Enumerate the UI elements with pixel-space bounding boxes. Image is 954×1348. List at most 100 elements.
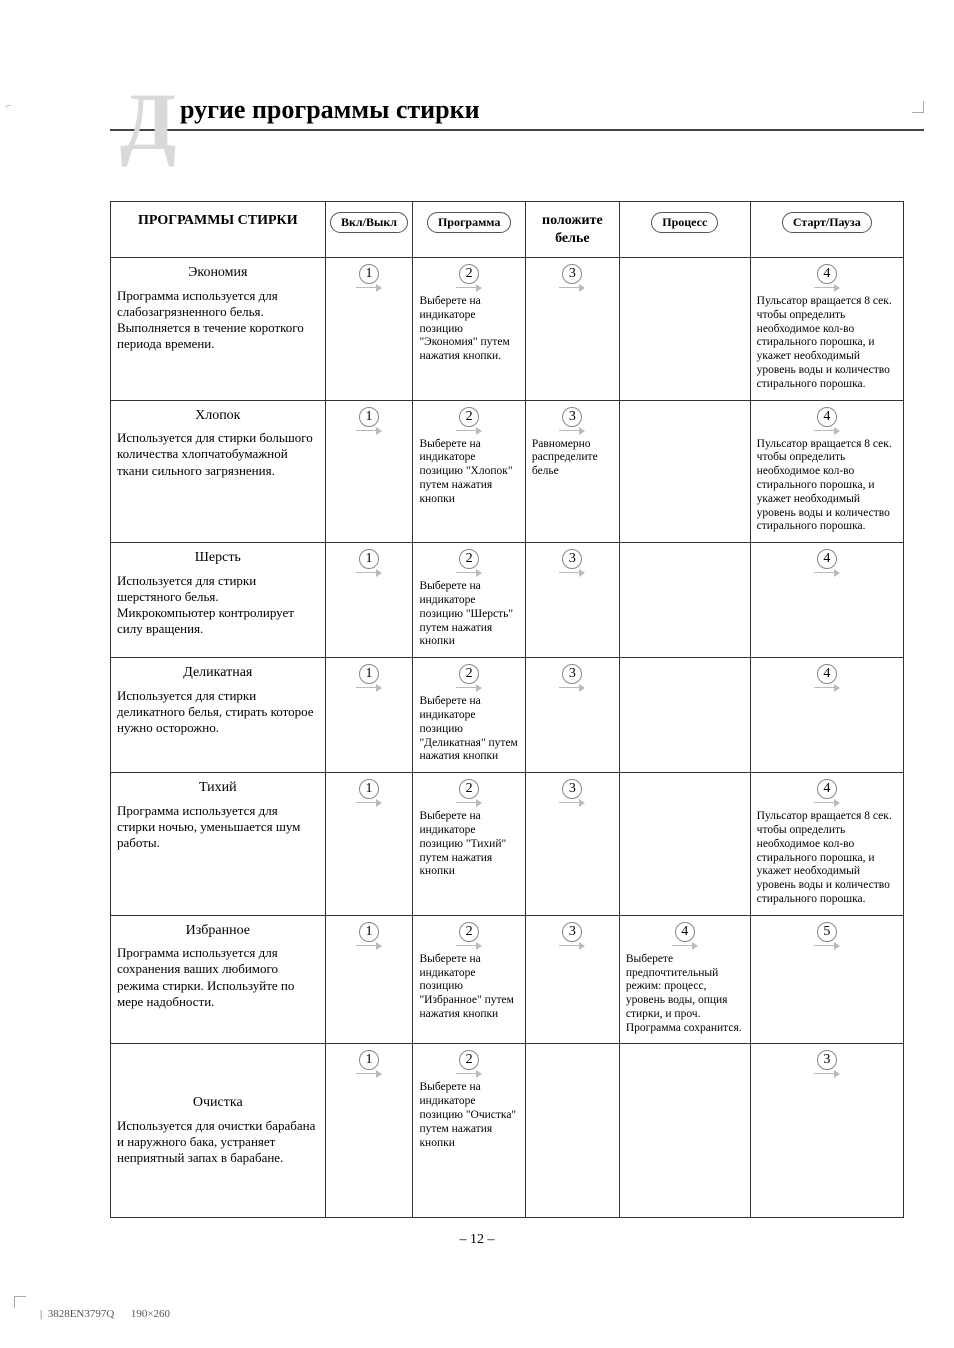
row-wool: Шерсть Используется для стирки шерстяног… xyxy=(111,543,904,658)
crop-mark-top-left: ⌐ xyxy=(6,101,12,112)
cell-favorite-1: 1 xyxy=(325,915,413,1044)
cell-clean-1: 1 xyxy=(325,1044,413,1217)
step-3: 3 xyxy=(532,549,613,576)
step-number: 1 xyxy=(359,664,379,684)
arrow-icon xyxy=(814,285,840,291)
row-cotton: Хлопок Используется для стирки большого … xyxy=(111,400,904,543)
pill-start: Старт/Пауза xyxy=(782,212,872,233)
programs-table-wrap: ПРОГРАММЫ СТИРКИ Вкл/Выкл Программа поло… xyxy=(110,201,904,1218)
step-number: 3 xyxy=(817,1050,837,1070)
step-number: 1 xyxy=(359,407,379,427)
step-number: 3 xyxy=(562,779,582,799)
step-text: Пульсатор вращается 8 сек. чтобы определ… xyxy=(757,295,897,392)
cell-favorite-5: 5 xyxy=(750,915,903,1044)
program-desc: Используется для стирки деликатного бель… xyxy=(117,688,319,737)
doc-code: 3828EN3797Q xyxy=(48,1308,115,1320)
arrow-icon xyxy=(559,685,585,691)
page-number: – 12 – xyxy=(0,1232,954,1248)
step-3: 3 xyxy=(532,664,613,691)
page-title: ругие программы стирки xyxy=(110,95,480,124)
step-1: 1 xyxy=(332,779,407,806)
arrow-icon xyxy=(456,1071,482,1077)
program-title: Тихий xyxy=(117,779,319,797)
step-4: 4 xyxy=(757,664,897,691)
arrow-icon xyxy=(356,285,382,291)
step-number: 2 xyxy=(459,1050,479,1070)
cell-quiet-5: 4 Пульсатор вращается 8 сек. чтобы опред… xyxy=(750,773,903,916)
step-2: 2 xyxy=(419,264,518,291)
arrow-icon xyxy=(356,428,382,434)
arrow-icon xyxy=(456,800,482,806)
program-desc: Используется для стирки большого количес… xyxy=(117,430,319,479)
program-title: Шерсть xyxy=(117,549,319,567)
step-number: 3 xyxy=(562,549,582,569)
step-number: 2 xyxy=(459,549,479,569)
arrow-icon xyxy=(559,285,585,291)
program-title: Избранное xyxy=(117,922,319,940)
arrow-icon xyxy=(456,685,482,691)
program-desc: Программа используется для стирки ночью,… xyxy=(117,803,319,852)
cell-economy-1: 1 xyxy=(325,258,413,401)
doc-size: 190×260 xyxy=(131,1308,170,1320)
cell-delicate-1: 1 xyxy=(325,658,413,773)
step-5: 5 xyxy=(757,922,897,949)
step-number: 4 xyxy=(675,922,695,942)
cell-favorite-4: 4 Выберете предпочтительный режим: проце… xyxy=(619,915,750,1044)
cell-quiet-4 xyxy=(619,773,750,916)
step-number: 1 xyxy=(359,264,379,284)
arrow-icon xyxy=(456,428,482,434)
arrow-icon xyxy=(814,1071,840,1077)
footer: | 3828EN3797Q 190×260 xyxy=(40,1308,934,1338)
step-1: 1 xyxy=(332,407,407,434)
step-number: 3 xyxy=(562,264,582,284)
step-2: 2 xyxy=(419,664,518,691)
col-process: Процесс xyxy=(619,202,750,258)
step-1: 1 xyxy=(332,549,407,576)
program-desc: Используется для очистки барабана и нару… xyxy=(117,1118,319,1167)
step-2: 2 xyxy=(419,1050,518,1077)
cell-wool-5: 4 xyxy=(750,543,903,658)
cell-clean-info: Очистка Используется для очистки барабан… xyxy=(111,1044,326,1217)
step-1: 1 xyxy=(332,264,407,291)
col-onoff: Вкл/Выкл xyxy=(325,202,413,258)
page: ⌐ Д ругие программы стирки ПРОГРАММЫ СТИ… xyxy=(0,95,954,1338)
col-program: Программа xyxy=(413,202,525,258)
step-3: 3 xyxy=(532,922,613,949)
cell-delicate-3: 3 xyxy=(525,658,619,773)
step-4: 4 xyxy=(757,549,897,576)
footer-left: | 3828EN3797Q 190×260 xyxy=(40,1308,170,1320)
step-4: 4 xyxy=(757,779,897,806)
program-title: Очистка xyxy=(117,1094,319,1112)
cell-clean-2: 2 Выберете на индикаторе позицию "Очистк… xyxy=(413,1044,525,1217)
cell-economy-4 xyxy=(619,258,750,401)
step-text: Выберете на индикаторе позицию "Шерсть" … xyxy=(419,580,518,649)
step-text: Равномерно распределите белье xyxy=(532,438,613,479)
step-number: 2 xyxy=(459,922,479,942)
program-desc: Программа используется для слабозагрязне… xyxy=(117,288,319,353)
arrow-icon xyxy=(559,943,585,949)
step-text: Выберете на индикаторе позицию "Очистка"… xyxy=(419,1081,518,1150)
step-1: 1 xyxy=(332,664,407,691)
arrow-icon xyxy=(356,943,382,949)
program-desc: Программа используется для сохранения ва… xyxy=(117,945,319,1010)
cell-favorite-3: 3 xyxy=(525,915,619,1044)
step-number: 2 xyxy=(459,664,479,684)
program-desc: Используется для стирки шерстяного белья… xyxy=(117,573,319,638)
step-text: Выберете на индикаторе позицию "Избранно… xyxy=(419,953,518,1022)
cell-cotton-4 xyxy=(619,400,750,543)
step-text: Пульсатор вращается 8 сек. чтобы определ… xyxy=(757,810,897,907)
cell-delicate-2: 2 Выберете на индикаторе позицию "Делика… xyxy=(413,658,525,773)
step-number: 4 xyxy=(817,549,837,569)
step-text: Выберете на индикаторе позицию "Деликатн… xyxy=(419,695,518,764)
step-number: 4 xyxy=(817,779,837,799)
arrow-icon xyxy=(356,570,382,576)
row-favorite: Избранное Программа используется для сох… xyxy=(111,915,904,1044)
arrow-icon xyxy=(356,685,382,691)
step-1: 1 xyxy=(332,1050,407,1077)
cell-delicate-info: Деликатная Используется для стирки делик… xyxy=(111,658,326,773)
col-start: Старт/Пауза xyxy=(750,202,903,258)
step-number: 1 xyxy=(359,1050,379,1070)
cell-clean-3 xyxy=(525,1044,619,1217)
step-3: 3 xyxy=(757,1050,897,1077)
step-number: 2 xyxy=(459,407,479,427)
